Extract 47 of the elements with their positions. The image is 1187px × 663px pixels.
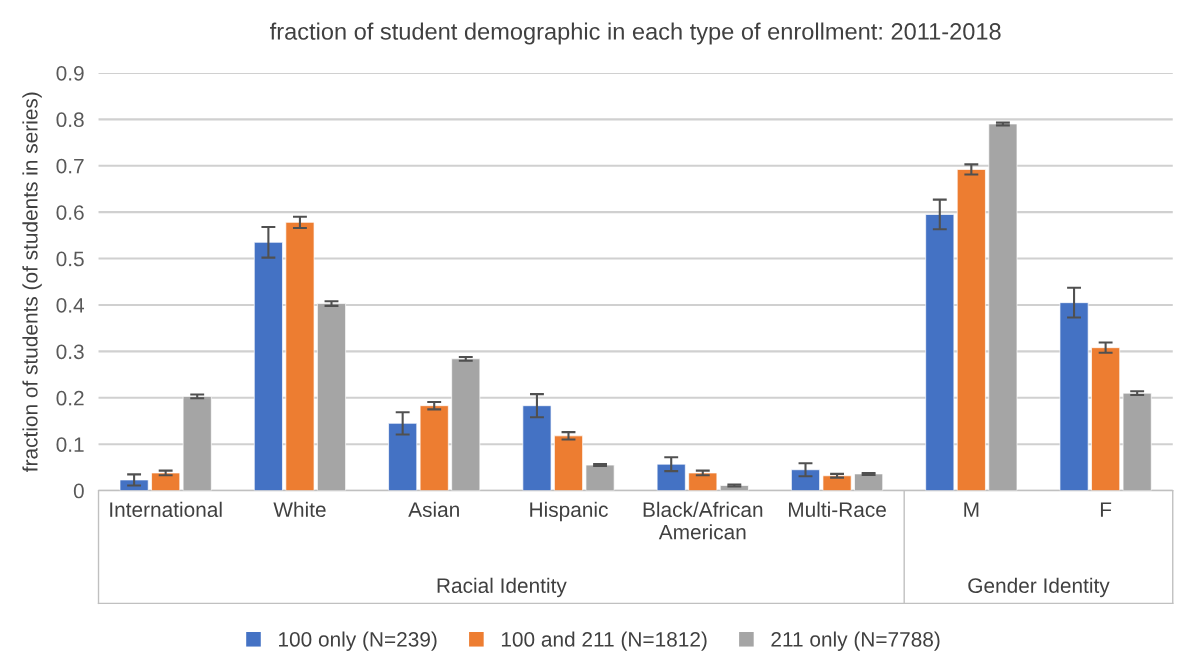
- bar: [822, 475, 852, 491]
- y-tick-label: 0: [73, 483, 84, 499]
- y-tick-label: 0.6: [56, 205, 84, 220]
- bar: [182, 396, 212, 491]
- x-tick-label: Asian: [408, 501, 459, 518]
- y-tick-label: 0.4: [56, 297, 85, 313]
- legend-label: 100 and 211 (N=1812): [501, 631, 707, 651]
- bar: [151, 472, 181, 491]
- bar: [1091, 347, 1121, 491]
- bar: [688, 472, 718, 491]
- bar: [253, 241, 283, 491]
- x-tick-label: Black/African American: [643, 501, 763, 540]
- y-tick-label: 0.9: [56, 65, 84, 81]
- y-axis-title: fraction of students (of students in series): [22, 92, 42, 472]
- bar: [285, 222, 315, 491]
- x-tick-label: F: [1100, 502, 1112, 517]
- bar: [656, 463, 686, 491]
- y-tick-label: 0.2: [56, 390, 84, 406]
- bar: [388, 422, 418, 491]
- bar: [925, 214, 955, 491]
- y-tick-label: 0.8: [56, 112, 84, 128]
- bar: [791, 469, 820, 491]
- x-tick-label: International: [110, 501, 222, 518]
- bar: [988, 123, 1018, 491]
- bar: [419, 405, 449, 491]
- bar: [317, 303, 346, 491]
- x-tick-label: Hispanic: [530, 501, 608, 522]
- y-tick-label: 0.7: [56, 158, 84, 174]
- bar: [585, 464, 615, 491]
- y-tick-label: 0.5: [56, 251, 84, 267]
- bar: [854, 473, 884, 491]
- text: Gender Identity: [968, 577, 1110, 598]
- chart-title: fraction of student demographic in each type of enrollment: 2011-2018: [270, 22, 1001, 45]
- y-tick-label: 0.3: [56, 344, 84, 360]
- bar: [451, 358, 481, 491]
- bar: [522, 405, 552, 491]
- bar: [1122, 392, 1152, 491]
- x-tick-label: M: [964, 502, 979, 517]
- bar: [956, 169, 986, 491]
- text: Racial Identity: [437, 577, 567, 598]
- legend-label: 100 only (N=239): [279, 631, 437, 651]
- bar: [1059, 302, 1089, 491]
- bar: [554, 435, 583, 491]
- y-tick-label: 0.1: [56, 437, 84, 452]
- x-tick-label: Multi-Race: [788, 501, 886, 518]
- legend-label: 211 only (N=7788): [771, 631, 940, 651]
- x-tick-label: White: [273, 501, 326, 518]
